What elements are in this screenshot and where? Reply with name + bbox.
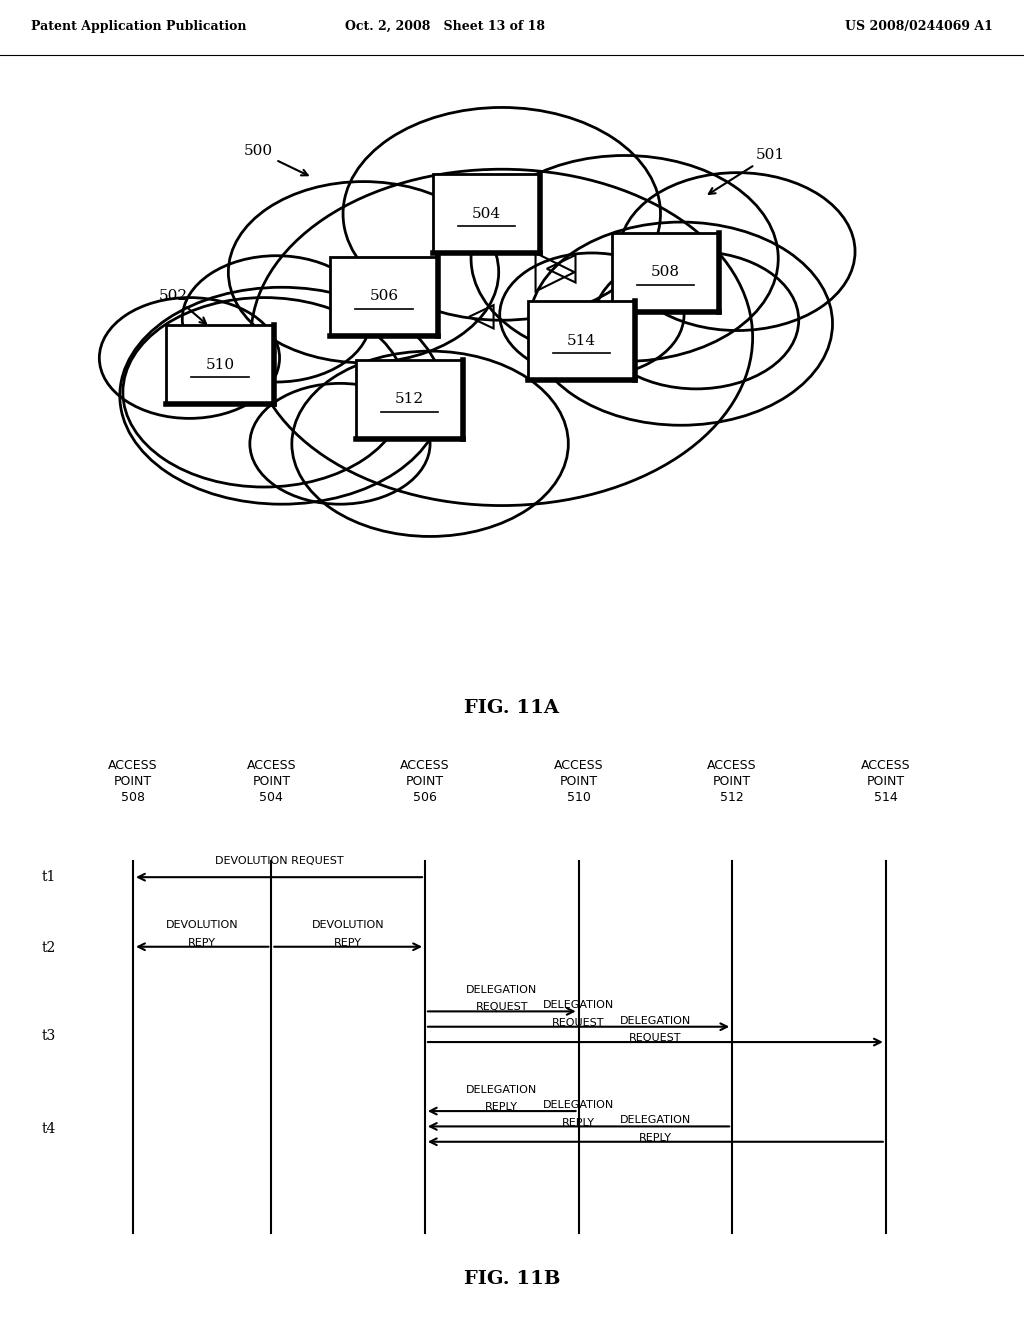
Text: REPY: REPY <box>188 937 216 948</box>
Circle shape <box>228 182 499 363</box>
Text: REPLY: REPLY <box>485 1102 518 1113</box>
Circle shape <box>594 252 799 389</box>
Text: 512: 512 <box>395 392 424 407</box>
Text: REPY: REPY <box>334 937 362 948</box>
Text: DELEGATION: DELEGATION <box>543 1100 614 1110</box>
Text: DEVOLUTION: DEVOLUTION <box>312 920 384 931</box>
Text: ACCESS
POINT
512: ACCESS POINT 512 <box>708 759 757 804</box>
Text: t2: t2 <box>42 941 56 956</box>
Text: ACCESS
POINT
510: ACCESS POINT 510 <box>554 759 603 804</box>
Text: 502: 502 <box>159 289 206 323</box>
Text: REQUEST: REQUEST <box>552 1018 605 1028</box>
Text: 506: 506 <box>370 289 398 304</box>
Text: DELEGATION: DELEGATION <box>466 985 538 995</box>
Text: 501: 501 <box>709 148 784 194</box>
Text: REPLY: REPLY <box>639 1133 672 1143</box>
Text: ACCESS
POINT
506: ACCESS POINT 506 <box>400 759 450 804</box>
Text: DELEGATION: DELEGATION <box>466 1085 538 1094</box>
Circle shape <box>620 173 855 330</box>
Text: 508: 508 <box>651 265 680 280</box>
Text: 514: 514 <box>567 334 596 348</box>
Text: US 2008/0244069 A1: US 2008/0244069 A1 <box>846 20 993 33</box>
Circle shape <box>99 297 280 418</box>
Text: Patent Application Publication: Patent Application Publication <box>31 20 246 33</box>
Text: t3: t3 <box>42 1030 56 1043</box>
Text: t4: t4 <box>42 1122 56 1137</box>
Circle shape <box>182 256 371 381</box>
Circle shape <box>343 107 660 321</box>
Text: ACCESS
POINT
508: ACCESS POINT 508 <box>109 759 158 804</box>
Bar <box>432 174 541 253</box>
Bar <box>528 301 635 380</box>
Circle shape <box>471 156 778 362</box>
Text: 500: 500 <box>244 144 308 176</box>
Text: FIG. 11A: FIG. 11A <box>465 700 559 717</box>
Text: ACCESS
POINT
504: ACCESS POINT 504 <box>247 759 296 804</box>
Bar <box>166 325 274 404</box>
Circle shape <box>529 222 833 425</box>
Text: DELEGATION: DELEGATION <box>620 1115 691 1126</box>
Text: DEVOLUTION REQUEST: DEVOLUTION REQUEST <box>215 857 343 866</box>
Bar <box>356 359 463 438</box>
Text: DELEGATION: DELEGATION <box>543 1001 614 1010</box>
Circle shape <box>292 351 568 536</box>
Text: DEVOLUTION: DEVOLUTION <box>166 920 239 931</box>
Text: REQUEST: REQUEST <box>629 1034 682 1043</box>
Text: DELEGATION: DELEGATION <box>620 1015 691 1026</box>
Text: t1: t1 <box>42 870 56 884</box>
Circle shape <box>250 383 430 504</box>
Bar <box>612 232 719 312</box>
Text: FIG. 11B: FIG. 11B <box>464 1270 560 1288</box>
Text: REPLY: REPLY <box>562 1118 595 1127</box>
Bar <box>330 256 438 335</box>
Text: ACCESS
POINT
514: ACCESS POINT 514 <box>861 759 910 804</box>
Text: 504: 504 <box>472 207 501 220</box>
Text: Oct. 2, 2008   Sheet 13 of 18: Oct. 2, 2008 Sheet 13 of 18 <box>345 20 546 33</box>
Text: REQUEST: REQUEST <box>475 1002 528 1012</box>
Circle shape <box>500 253 684 376</box>
Circle shape <box>123 297 406 487</box>
Text: 510: 510 <box>206 358 234 372</box>
Circle shape <box>251 169 753 506</box>
Circle shape <box>120 288 443 504</box>
